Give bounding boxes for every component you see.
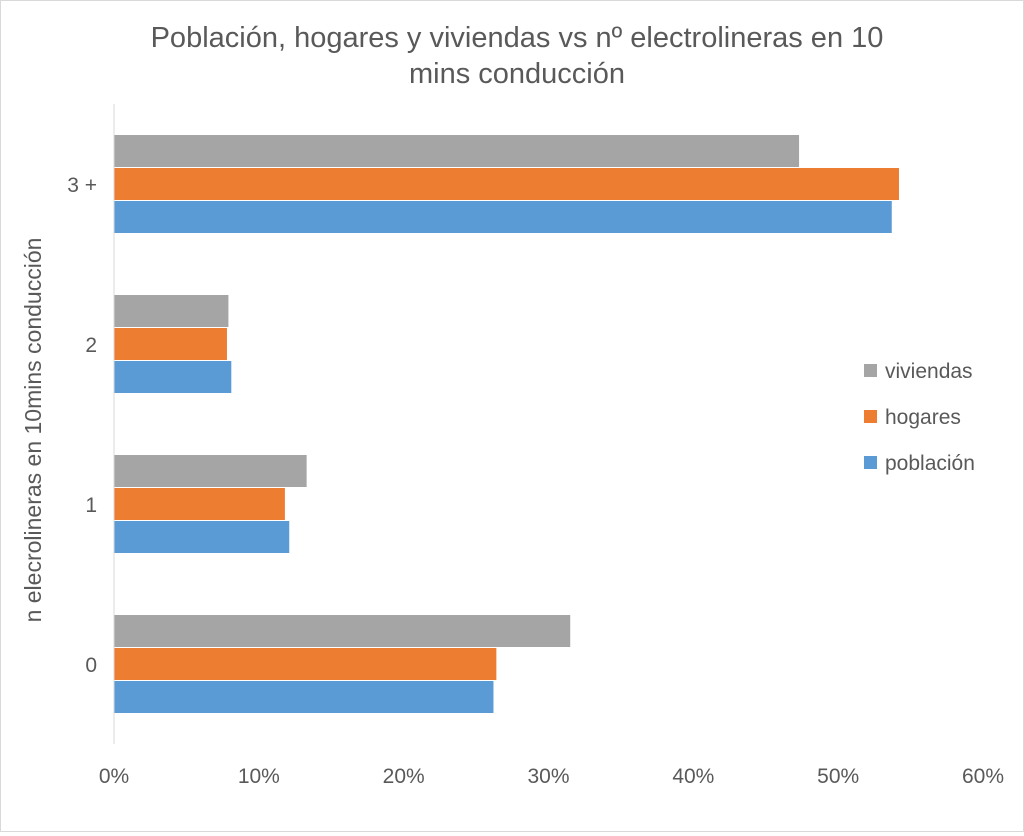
bars-group bbox=[114, 135, 899, 713]
bar-hogares-2 bbox=[114, 328, 227, 360]
bar-hogares-0 bbox=[114, 648, 497, 680]
chart-title-line-1: Población, hogares y viviendas vs nº ele… bbox=[151, 22, 884, 54]
bar-hogares-3plus bbox=[114, 168, 899, 200]
bar-población-0 bbox=[114, 681, 494, 713]
legend: viviendas hogares población bbox=[864, 360, 975, 475]
legend-swatch-población bbox=[864, 456, 877, 469]
bar-población-3plus bbox=[114, 201, 892, 233]
category-label: 1 bbox=[85, 494, 97, 517]
legend-swatch-hogares bbox=[864, 410, 877, 423]
bar-viviendas-3plus bbox=[114, 135, 800, 167]
x-tick-label: 50% bbox=[817, 765, 859, 788]
legend-label-población: población bbox=[885, 452, 975, 475]
chart-title: Población, hogares y viviendas vs nº ele… bbox=[151, 22, 884, 90]
category-label: 3 + bbox=[67, 174, 97, 197]
bar-viviendas-0 bbox=[114, 615, 571, 647]
legend-swatch-viviendas bbox=[864, 364, 877, 377]
x-tick-label: 0% bbox=[99, 765, 129, 788]
x-tick-label: 40% bbox=[672, 765, 714, 788]
x-tick-label: 10% bbox=[238, 765, 280, 788]
bar-hogares-1 bbox=[114, 488, 285, 520]
y-axis-label: n elecrolineras en 10mins conducción bbox=[20, 238, 46, 623]
legend-label-viviendas: viviendas bbox=[885, 360, 973, 383]
legend-label-hogares: hogares bbox=[885, 406, 961, 429]
bar-población-2 bbox=[114, 361, 232, 393]
category-label: 2 bbox=[85, 334, 97, 357]
x-tick-label: 30% bbox=[527, 765, 569, 788]
x-tick-label: 60% bbox=[962, 765, 1004, 788]
axis-group: 3 + 2 1 0 0% 10% 20% 30% 40% 50% 60% bbox=[67, 104, 1004, 788]
bar-población-1 bbox=[114, 521, 290, 553]
x-tick-label: 20% bbox=[383, 765, 425, 788]
bar-viviendas-2 bbox=[114, 295, 229, 327]
chart-title-line-2: mins conducción bbox=[409, 58, 625, 90]
category-label: 0 bbox=[85, 654, 97, 677]
bar-viviendas-1 bbox=[114, 455, 307, 487]
